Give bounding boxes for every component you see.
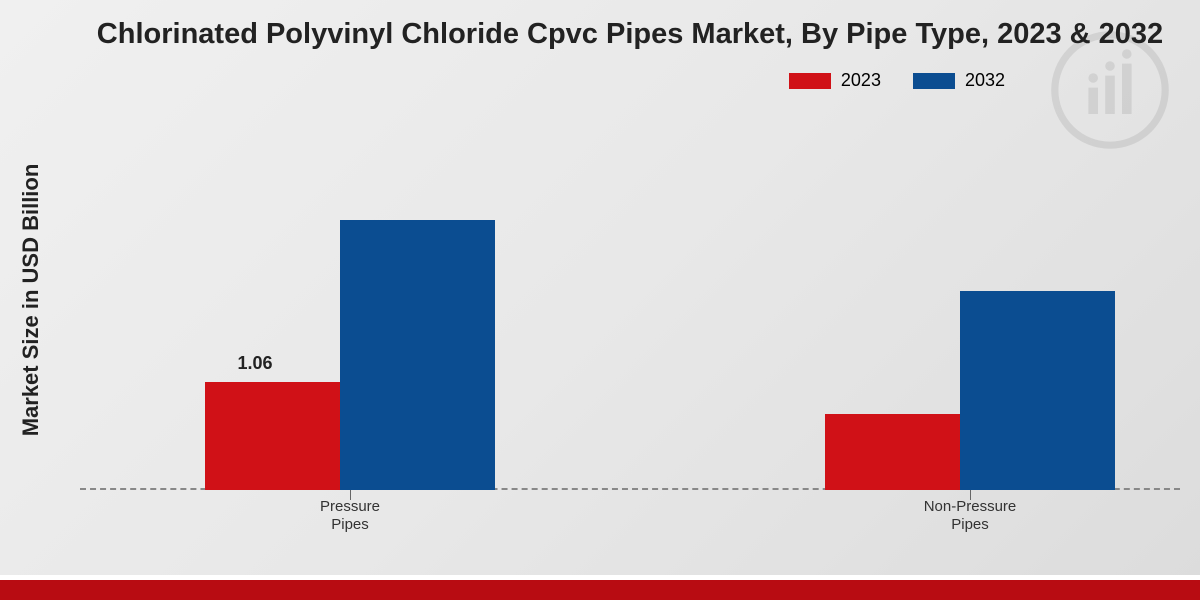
legend-label-2023: 2023 bbox=[841, 70, 881, 91]
category-label-0: Pressure Pipes bbox=[320, 498, 380, 534]
legend-item-2032: 2032 bbox=[913, 70, 1005, 91]
bar-2023-1 bbox=[825, 414, 960, 490]
category-label-1: Non-Pressure Pipes bbox=[924, 498, 1017, 534]
bottom-accent-bar bbox=[0, 580, 1200, 600]
legend-swatch-2023 bbox=[789, 73, 831, 89]
legend-swatch-2032 bbox=[913, 73, 955, 89]
legend-item-2023: 2023 bbox=[789, 70, 881, 91]
data-label-0: 1.06 bbox=[237, 353, 272, 374]
bar-2032-1 bbox=[960, 291, 1115, 490]
bar-2032-0 bbox=[340, 220, 495, 490]
y-axis-label: Market Size in USD Billion bbox=[18, 164, 44, 437]
chart-title: Chlorinated Polyvinyl Chloride Cpvc Pipe… bbox=[70, 18, 1190, 51]
legend-label-2032: 2032 bbox=[965, 70, 1005, 91]
legend: 2023 2032 bbox=[789, 70, 1005, 91]
bar-2023-0 bbox=[205, 382, 340, 490]
plot-area: 1.06 Pressure PipesNon-Pressure Pipes bbox=[80, 110, 1180, 490]
